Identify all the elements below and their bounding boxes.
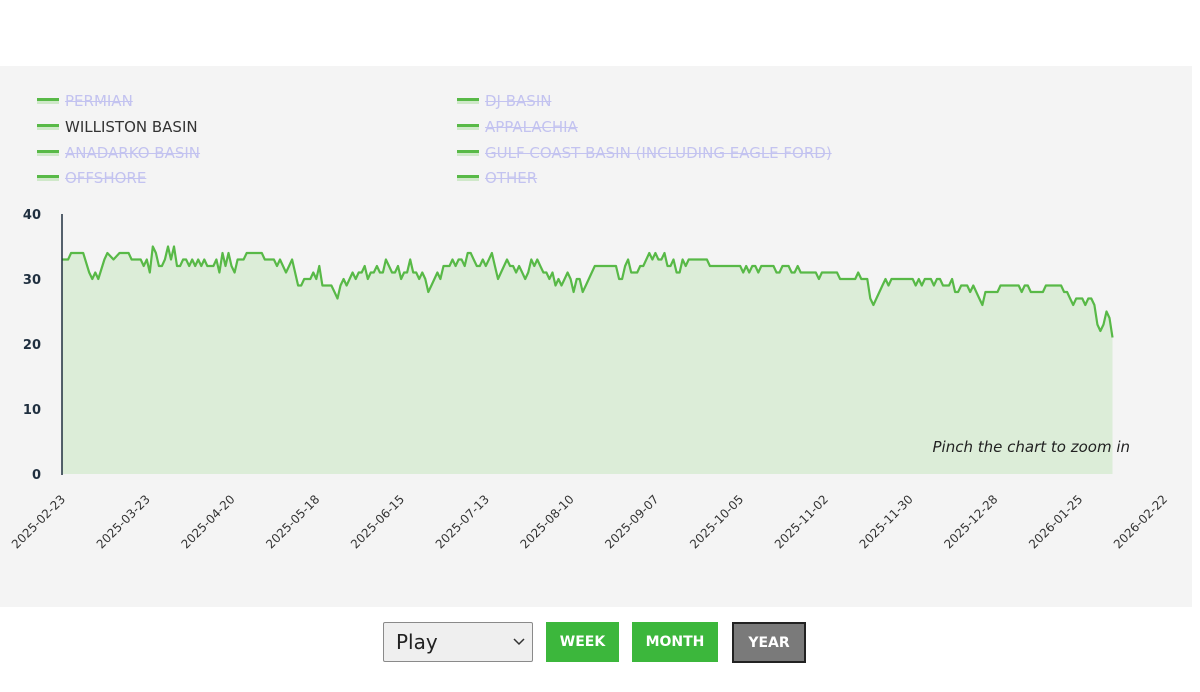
legend-label: PERMIAN (65, 92, 133, 110)
y-tick-label: 30 (23, 273, 41, 288)
chart-panel: 0 10 20 30 40 2025-02-23 2025-03-23 2025-04-20… (0, 66, 1192, 607)
y-tick-label: 0 (32, 468, 41, 483)
x-tick-label: 2025-09-07 (602, 492, 661, 551)
x-tick-label: 2025-03-23 (94, 492, 153, 551)
x-tick-label: 2025-10-05 (687, 492, 746, 551)
legend-swatch (37, 98, 59, 104)
legend-label: GULF COAST BASIN (INCLUDING EAGLE FORD) (485, 144, 832, 162)
x-tick-label: 2025-04-20 (178, 492, 237, 551)
legend-label: OTHER (485, 169, 538, 187)
legend-swatch (457, 98, 479, 104)
legend-item-other[interactable]: OTHER (457, 168, 537, 188)
legend-label: WILLISTON BASIN (65, 118, 198, 136)
play-select-value: Play (396, 630, 438, 654)
x-tick-label: 2025-11-02 (772, 492, 831, 551)
legend-label: OFFSHORE (65, 169, 147, 187)
y-tick-label: 10 (23, 403, 41, 418)
play-select[interactable]: Play (383, 622, 533, 662)
legend-swatch (457, 124, 479, 130)
series-line[interactable] (62, 245, 1114, 338)
x-tick-label: 2025-02-23 (9, 492, 68, 551)
x-tick-label: 2025-12-28 (941, 492, 1000, 551)
x-tick-label: 2025-07-13 (433, 492, 492, 551)
x-tick-label: 2025-06-15 (348, 492, 407, 551)
x-tick-label: 2025-11-30 (857, 492, 916, 551)
month-button[interactable]: MONTH (632, 622, 718, 662)
week-button[interactable]: WEEK (546, 622, 619, 662)
legend-label: DJ BASIN (485, 92, 552, 110)
range-controls: Play WEEK MONTH YEAR (0, 620, 1200, 664)
zoom-hint: Pinch the chart to zoom in (933, 438, 1131, 456)
x-tick-label: 2025-05-18 (263, 492, 322, 551)
legend-swatch (37, 150, 59, 156)
legend-label: APPALACHIA (485, 118, 578, 136)
legend-swatch (37, 124, 59, 130)
x-tick-label: 2026-01-25 (1026, 492, 1085, 551)
chart-area[interactable]: 0 10 20 30 40 2025-02-23 2025-03-23 2025-04-20… (0, 66, 1192, 607)
legend-item-williston-basin[interactable]: WILLISTON BASIN (37, 117, 198, 137)
legend-label: ANADARKO BASIN (65, 144, 201, 162)
legend-item-dj-basin[interactable]: DJ BASIN (457, 91, 551, 111)
legend-item-permian[interactable]: PERMIAN (37, 91, 133, 111)
x-tick-label: 2026-02-22 (1111, 492, 1170, 551)
legend-item-offshore[interactable]: OFFSHORE (37, 168, 146, 188)
legend-item-gulf-coast-basin[interactable]: GULF COAST BASIN (INCLUDING EAGLE FORD) (457, 143, 832, 163)
series-area (62, 246, 1113, 474)
legend-swatch (457, 150, 479, 156)
y-tick-label: 20 (23, 338, 41, 353)
x-tick-label: 2025-08-10 (518, 492, 577, 551)
legend-item-appalachia[interactable]: APPALACHIA (457, 117, 578, 137)
legend-item-anadarko-basin[interactable]: ANADARKO BASIN (37, 143, 200, 163)
year-button[interactable]: YEAR (732, 622, 806, 663)
y-tick-label: 40 (23, 208, 41, 223)
legend-swatch (37, 175, 59, 181)
chevron-down-icon (513, 638, 525, 646)
legend-swatch (457, 175, 479, 181)
